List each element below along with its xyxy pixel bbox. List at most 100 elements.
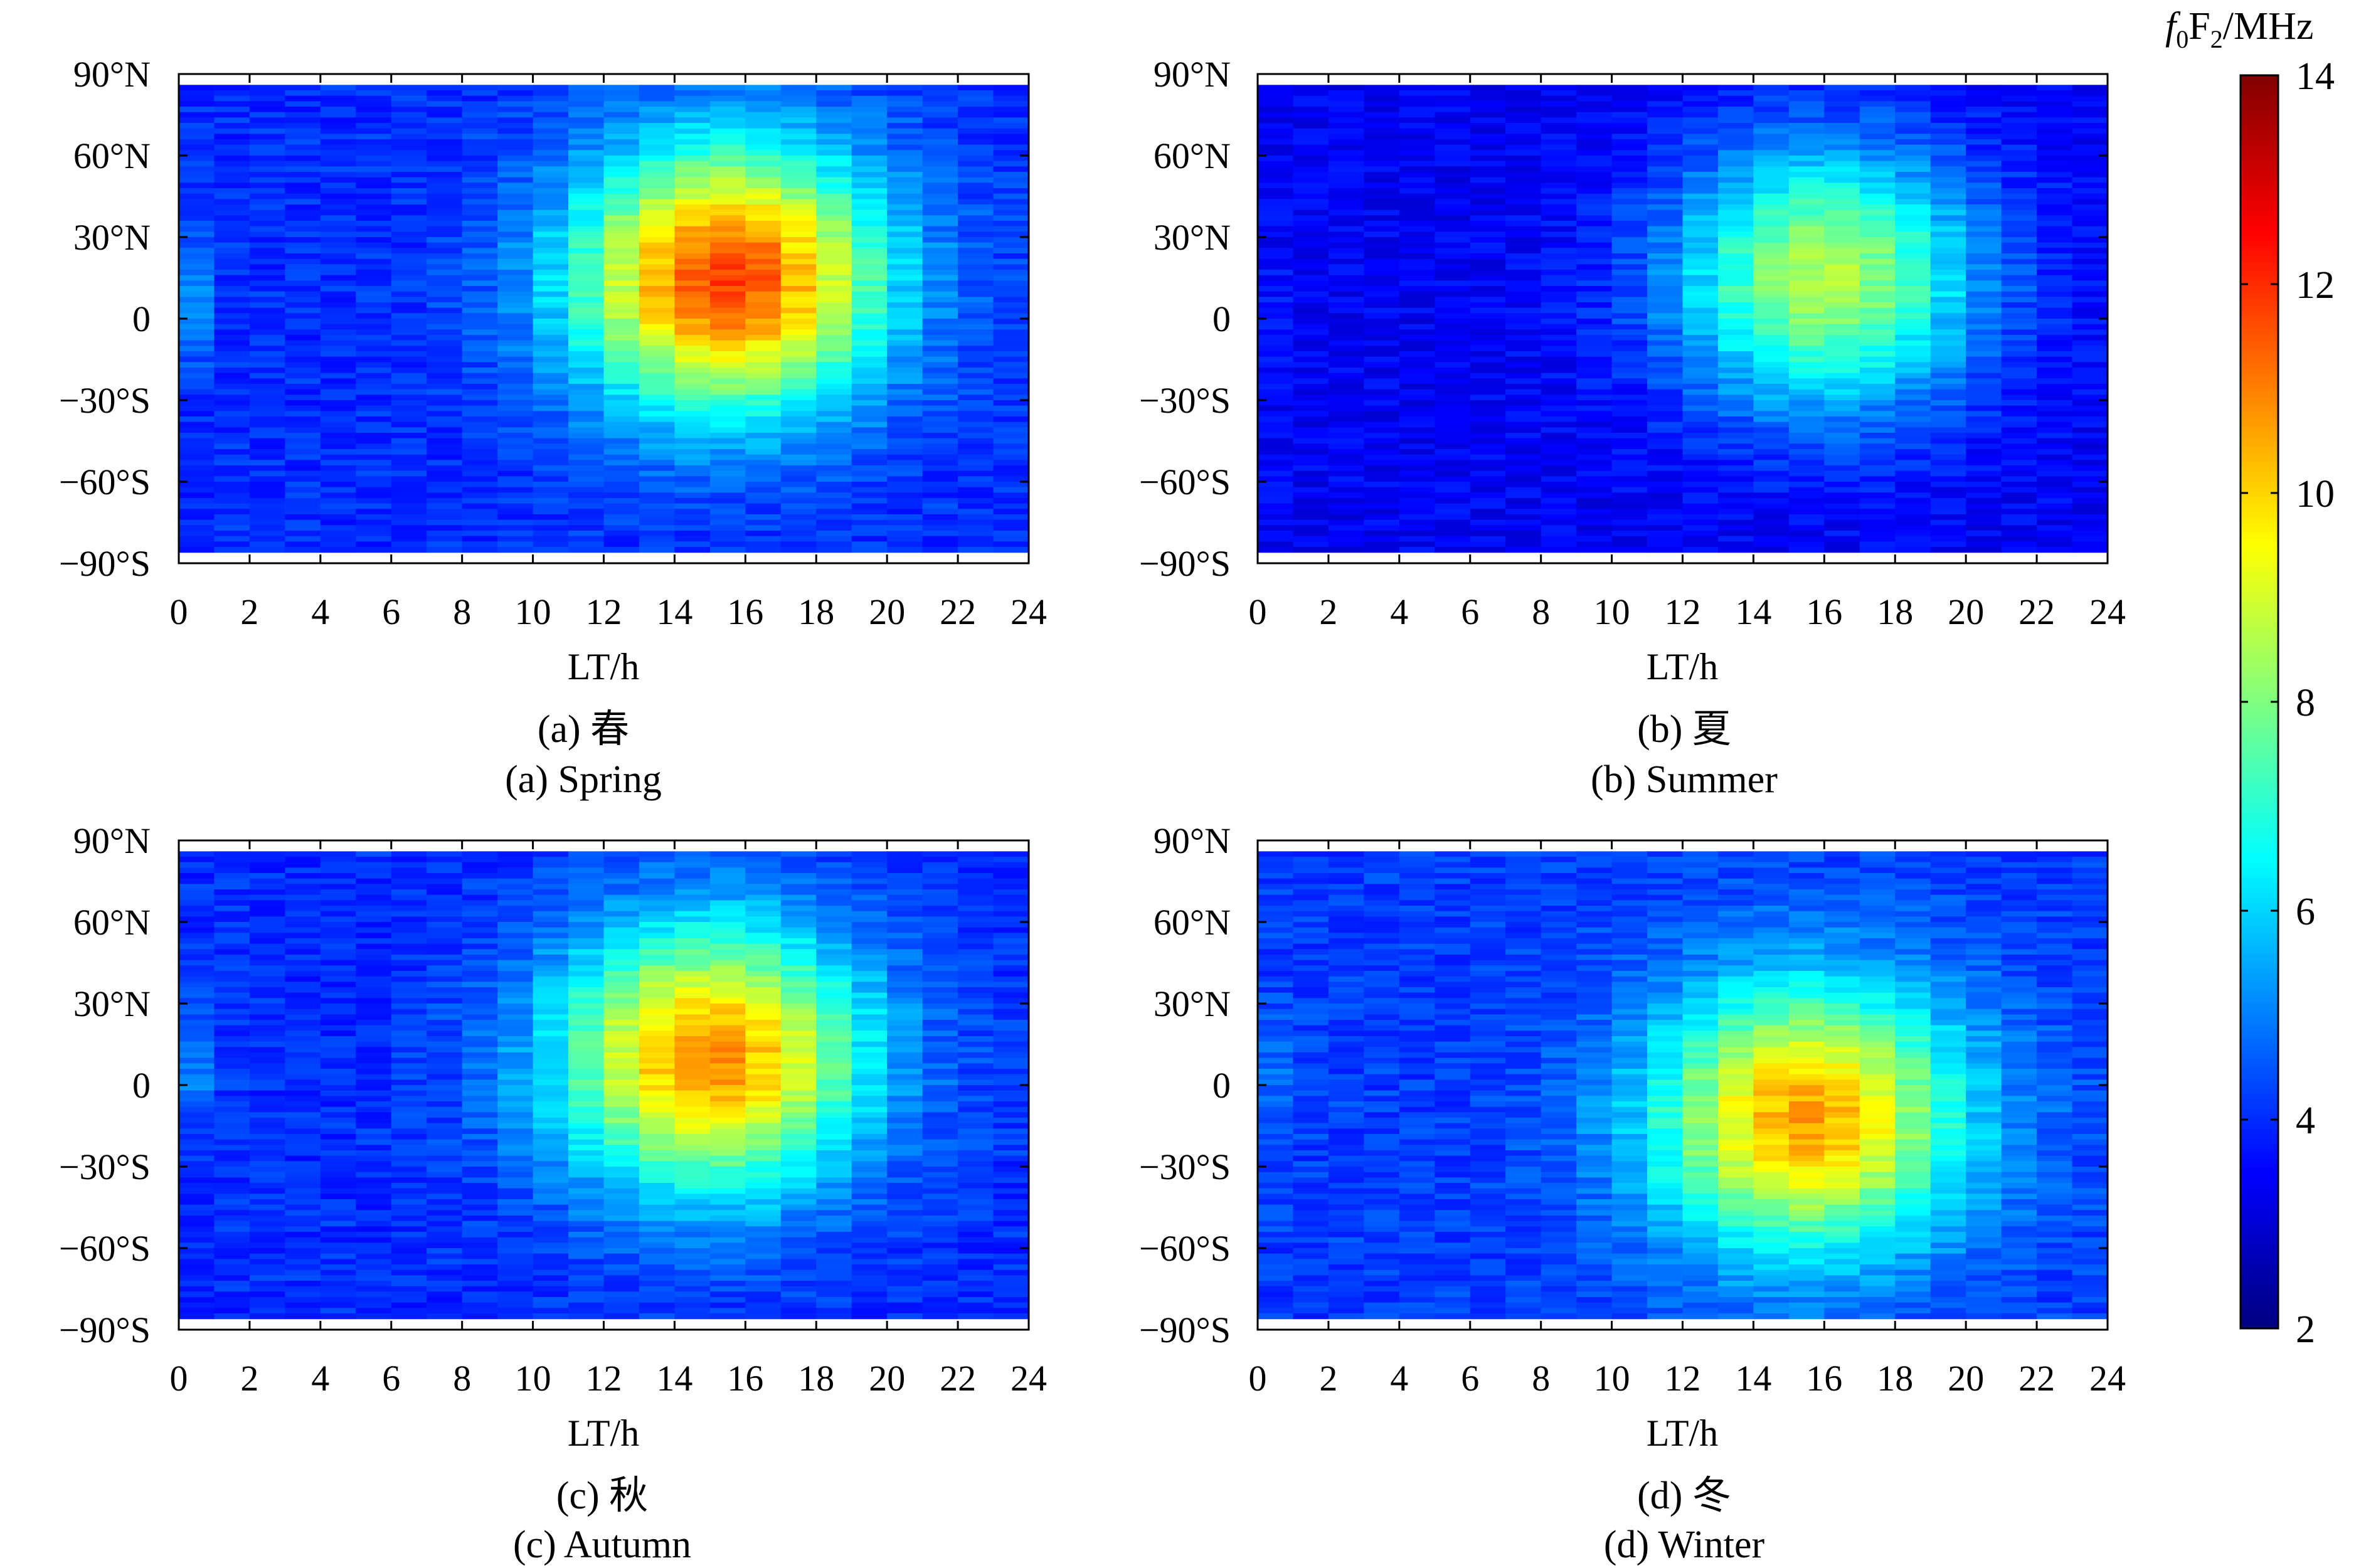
- heatmap-cell: [356, 519, 392, 526]
- heatmap-cell: [427, 1041, 463, 1047]
- heatmap-cell: [780, 368, 817, 374]
- heatmap-cell: [249, 519, 285, 526]
- heatmap-cell: [1682, 351, 1719, 358]
- heatmap-cell: [1966, 253, 2002, 260]
- heatmap-cell: [249, 237, 285, 243]
- heatmap-cell: [1647, 90, 1684, 97]
- heatmap-cell: [391, 949, 427, 955]
- heatmap-cell: [320, 1047, 356, 1053]
- heatmap-cell: [214, 313, 250, 319]
- heatmap-cell: [285, 264, 321, 270]
- heatmap-cell: [356, 1074, 392, 1080]
- heatmap-cell: [1682, 291, 1719, 297]
- heatmap-cell: [214, 949, 250, 955]
- heatmap-cell: [603, 356, 640, 363]
- heatmap-cell: [1576, 362, 1613, 368]
- heatmap-cell: [391, 346, 427, 352]
- heatmap-cell: [2072, 166, 2108, 172]
- heatmap-cell: [816, 258, 852, 265]
- heatmap-cell: [780, 482, 817, 488]
- heatmap-cell: [391, 955, 427, 961]
- heatmap-cell: [320, 1025, 356, 1031]
- heatmap-cell: [1470, 373, 1506, 379]
- heatmap-cell: [249, 1281, 285, 1287]
- heatmap-cell: [2072, 101, 2108, 107]
- heatmap-cell: [639, 389, 676, 395]
- heatmap-cell: [887, 150, 923, 156]
- heatmap-cell: [851, 449, 888, 455]
- heatmap-cell: [1895, 519, 1931, 526]
- heatmap-cell: [603, 237, 640, 243]
- heatmap-cell: [1647, 209, 1684, 216]
- heatmap-cell: [639, 476, 676, 482]
- heatmap-cell: [816, 329, 852, 336]
- heatmap-cell: [1576, 340, 1613, 346]
- heatmap-cell: [1966, 172, 2002, 178]
- heatmap-cell: [674, 161, 711, 167]
- heatmap-cell: [1364, 275, 1400, 281]
- heatmap-cell: [1788, 449, 1825, 455]
- heatmap-cell: [320, 1074, 356, 1080]
- x-tick-label: 12: [586, 591, 622, 632]
- heatmap-cell: [2072, 177, 2108, 183]
- heatmap-cell: [1895, 531, 1931, 537]
- heatmap-cell: [356, 1232, 392, 1238]
- heatmap-cell: [745, 297, 782, 303]
- heatmap-cell: [285, 1291, 321, 1298]
- heatmap-cell: [1399, 193, 1435, 199]
- heatmap-cell: [922, 161, 958, 167]
- heatmap-cell: [639, 280, 676, 287]
- heatmap-cell: [922, 177, 958, 183]
- heatmap-cell: [214, 1004, 250, 1010]
- heatmap-cell: [391, 221, 427, 227]
- heatmap-cell: [674, 541, 711, 548]
- heatmap-cell: [2001, 270, 2037, 276]
- heatmap-cell: [179, 889, 215, 896]
- heatmap-cell: [1966, 139, 2002, 146]
- heatmap-cell: [1647, 351, 1684, 358]
- heatmap-cell: [179, 547, 215, 553]
- heatmap-cell: [462, 85, 498, 91]
- heatmap-cell: [285, 313, 321, 319]
- heatmap-cell: [745, 509, 782, 515]
- heatmap-cell: [745, 368, 782, 374]
- heatmap-cell: [285, 460, 321, 466]
- heatmap-cell: [603, 536, 640, 542]
- heatmap-cell: [1435, 492, 1471, 499]
- heatmap-cell: [639, 405, 676, 411]
- heatmap-cell: [462, 982, 498, 988]
- heatmap-cell: [320, 916, 356, 923]
- heatmap-cell: [1435, 90, 1471, 97]
- heatmap-cell: [745, 161, 782, 167]
- heatmap-cell: [249, 1194, 285, 1200]
- heatmap-cell: [391, 1014, 427, 1020]
- heatmap-cell: [1824, 340, 1860, 346]
- heatmap-cell: [816, 215, 852, 221]
- heatmap-cell: [391, 356, 427, 363]
- heatmap-cell: [1328, 536, 1364, 542]
- heatmap-cell: [462, 101, 498, 107]
- heatmap-cell: [1824, 492, 1860, 499]
- heatmap-cell: [214, 1079, 250, 1086]
- heatmap-cell: [179, 264, 215, 270]
- heatmap-cell: [1753, 144, 1790, 151]
- heatmap-cell: [1576, 356, 1613, 363]
- heatmap-cell: [568, 449, 605, 455]
- heatmap-cell: [816, 150, 852, 156]
- heatmap-cell: [887, 215, 923, 221]
- heatmap-cell: [993, 237, 1029, 243]
- heatmap-cell: [497, 156, 534, 162]
- heatmap-cell: [285, 960, 321, 966]
- heatmap-cell: [285, 1253, 321, 1259]
- heatmap-cell: [1753, 411, 1790, 417]
- heatmap-cell: [745, 183, 782, 189]
- heatmap-cell: [1895, 421, 1931, 428]
- heatmap-cell: [922, 221, 958, 227]
- heatmap-cell: [603, 465, 640, 472]
- heatmap-cell: [356, 1204, 392, 1210]
- heatmap-cell: [179, 302, 215, 309]
- heatmap-cell: [356, 421, 392, 428]
- heatmap-cell: [1895, 302, 1931, 309]
- heatmap-cell: [1541, 204, 1577, 211]
- heatmap-cell: [2001, 90, 2037, 97]
